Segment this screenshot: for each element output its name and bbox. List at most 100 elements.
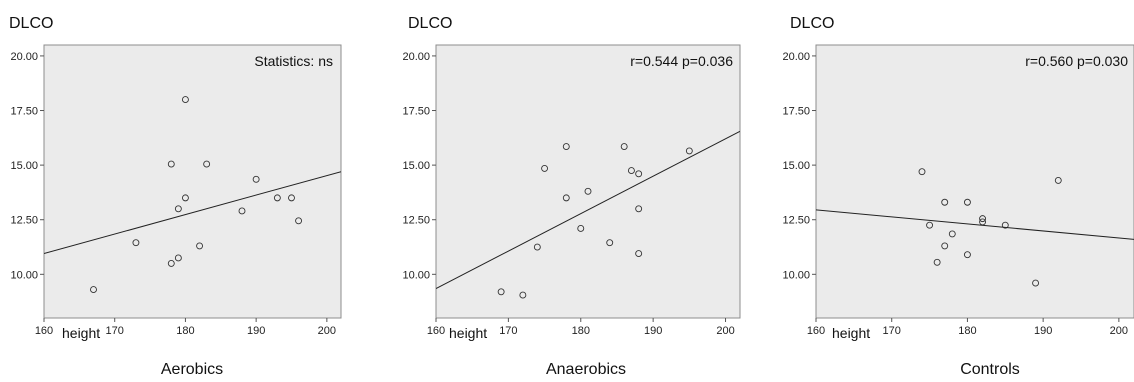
data-point-4 bbox=[941, 198, 949, 206]
data-point-12 bbox=[635, 170, 643, 178]
data-point-5 bbox=[174, 254, 182, 262]
data-point-11 bbox=[238, 207, 246, 215]
data-point-11 bbox=[627, 167, 635, 175]
x-tick-label: 190 bbox=[247, 325, 265, 337]
data-point-1 bbox=[497, 288, 505, 296]
data-point-8 bbox=[181, 194, 189, 202]
y-axis-label: DLCO bbox=[790, 15, 834, 32]
y-tick-label: 15.00 bbox=[10, 160, 38, 172]
data-point-2 bbox=[926, 221, 934, 229]
data-point-3 bbox=[933, 258, 941, 266]
data-point-15 bbox=[685, 147, 693, 155]
data-point-2 bbox=[132, 239, 140, 247]
data-point-13 bbox=[273, 194, 281, 202]
panel-aerobics: DLCO 160 170 180 190 200 10.00 12.50 15.00 17.50… bbox=[9, 15, 342, 378]
data-point-2 bbox=[519, 291, 527, 299]
stats-annotation: r=0.560 p=0.030 bbox=[1025, 53, 1128, 69]
data-point-6 bbox=[562, 194, 570, 202]
y-tick-label: 17.50 bbox=[10, 106, 38, 118]
panel-caption: Anaerobics bbox=[546, 361, 626, 378]
data-point-14 bbox=[635, 250, 643, 258]
data-point-7 bbox=[963, 198, 971, 206]
data-point-12 bbox=[252, 175, 260, 183]
data-point-9 bbox=[979, 215, 987, 223]
x-tick-label: 170 bbox=[883, 325, 901, 337]
data-point-4 bbox=[541, 164, 549, 172]
regression-line bbox=[436, 130, 740, 289]
x-tick-label: 180 bbox=[176, 325, 194, 337]
plot-area bbox=[815, 44, 1134, 319]
data-point-9 bbox=[606, 239, 614, 247]
y-tick-label: 20.00 bbox=[402, 51, 430, 63]
y-tick-label: 17.50 bbox=[782, 106, 810, 118]
x-tick-label: 180 bbox=[572, 325, 590, 337]
panel-anaerobics: DLCO 160 170 180 190 200 10.00 12.50 15.00 17.50… bbox=[402, 15, 741, 378]
x-tick-label: 170 bbox=[106, 325, 124, 337]
axis-ticks: 160 170 180 190 200 10.00 12.50 15.00 17.50 20.00 bbox=[10, 51, 336, 337]
y-tick-label: 10.00 bbox=[10, 269, 38, 281]
y-axis-label: DLCO bbox=[408, 15, 452, 32]
data-point-3 bbox=[167, 259, 175, 267]
data-point-5 bbox=[941, 242, 949, 250]
y-tick-label: 12.50 bbox=[10, 215, 38, 227]
plot-area bbox=[43, 44, 342, 319]
data-point-15 bbox=[295, 217, 303, 225]
x-tick-label: 200 bbox=[716, 325, 734, 337]
x-axis-label: height bbox=[62, 325, 100, 341]
data-point-11 bbox=[1001, 221, 1009, 229]
y-tick-label: 12.50 bbox=[402, 215, 430, 227]
fit-line-group bbox=[44, 171, 341, 255]
y-tick-label: 10.00 bbox=[402, 269, 430, 281]
data-points bbox=[90, 96, 303, 294]
y-tick-label: 15.00 bbox=[402, 160, 430, 172]
y-tick-label: 20.00 bbox=[782, 51, 810, 63]
data-point-5 bbox=[562, 143, 570, 151]
data-point-6 bbox=[948, 230, 956, 238]
data-point-1 bbox=[918, 168, 926, 176]
axis-ticks: 160 170 180 190 200 10.00 12.50 15.00 17.50 20.00 bbox=[402, 51, 734, 337]
x-tick-label: 170 bbox=[499, 325, 517, 337]
stats-annotation: r=0.544 p=0.036 bbox=[630, 53, 733, 69]
data-point-10 bbox=[620, 143, 628, 151]
x-tick-label: 160 bbox=[807, 325, 825, 337]
x-tick-label: 200 bbox=[1110, 325, 1128, 337]
axis-ticks: 160 170 180 190 200 10.00 12.50 15.00 17.50 20.00 bbox=[782, 51, 1128, 337]
data-point-13 bbox=[635, 205, 643, 213]
data-point-13 bbox=[1054, 176, 1062, 184]
x-axis-label: height bbox=[449, 325, 487, 341]
panel-caption: Aerobics bbox=[161, 361, 223, 378]
stats-annotation: Statistics: ns bbox=[254, 53, 333, 69]
data-points bbox=[497, 143, 693, 299]
x-axis-label: height bbox=[832, 325, 870, 341]
x-tick-label: 190 bbox=[644, 325, 662, 337]
data-point-14 bbox=[288, 194, 295, 202]
data-point-8 bbox=[584, 187, 592, 195]
panel-caption: Controls bbox=[960, 361, 1020, 378]
data-point-12 bbox=[1032, 279, 1040, 287]
data-point-10 bbox=[203, 160, 211, 168]
data-point-1 bbox=[90, 286, 97, 294]
x-tick-label: 190 bbox=[1034, 325, 1052, 337]
x-tick-label: 200 bbox=[318, 325, 336, 337]
panel-controls: DLCO 160 170 180 190 200 10.00 12.50 15.00 17.50… bbox=[782, 15, 1134, 378]
y-tick-label: 10.00 bbox=[782, 269, 810, 281]
y-tick-label: 20.00 bbox=[10, 51, 38, 63]
y-tick-label: 17.50 bbox=[402, 106, 430, 118]
fit-line-group bbox=[436, 130, 740, 289]
data-point-7 bbox=[577, 225, 585, 232]
x-tick-label: 180 bbox=[958, 325, 976, 337]
data-point-6 bbox=[174, 205, 182, 213]
data-point-8 bbox=[963, 251, 971, 259]
regression-line bbox=[44, 171, 341, 255]
y-tick-label: 15.00 bbox=[782, 160, 810, 172]
y-axis-label: DLCO bbox=[9, 15, 53, 32]
data-point-4 bbox=[167, 160, 175, 168]
data-point-7 bbox=[181, 96, 189, 104]
y-tick-label: 12.50 bbox=[782, 215, 810, 227]
regression-line bbox=[816, 209, 1134, 240]
fit-line-group bbox=[816, 209, 1134, 240]
x-tick-label: 160 bbox=[427, 325, 445, 337]
plot-area bbox=[435, 44, 741, 319]
x-tick-label: 160 bbox=[35, 325, 53, 337]
